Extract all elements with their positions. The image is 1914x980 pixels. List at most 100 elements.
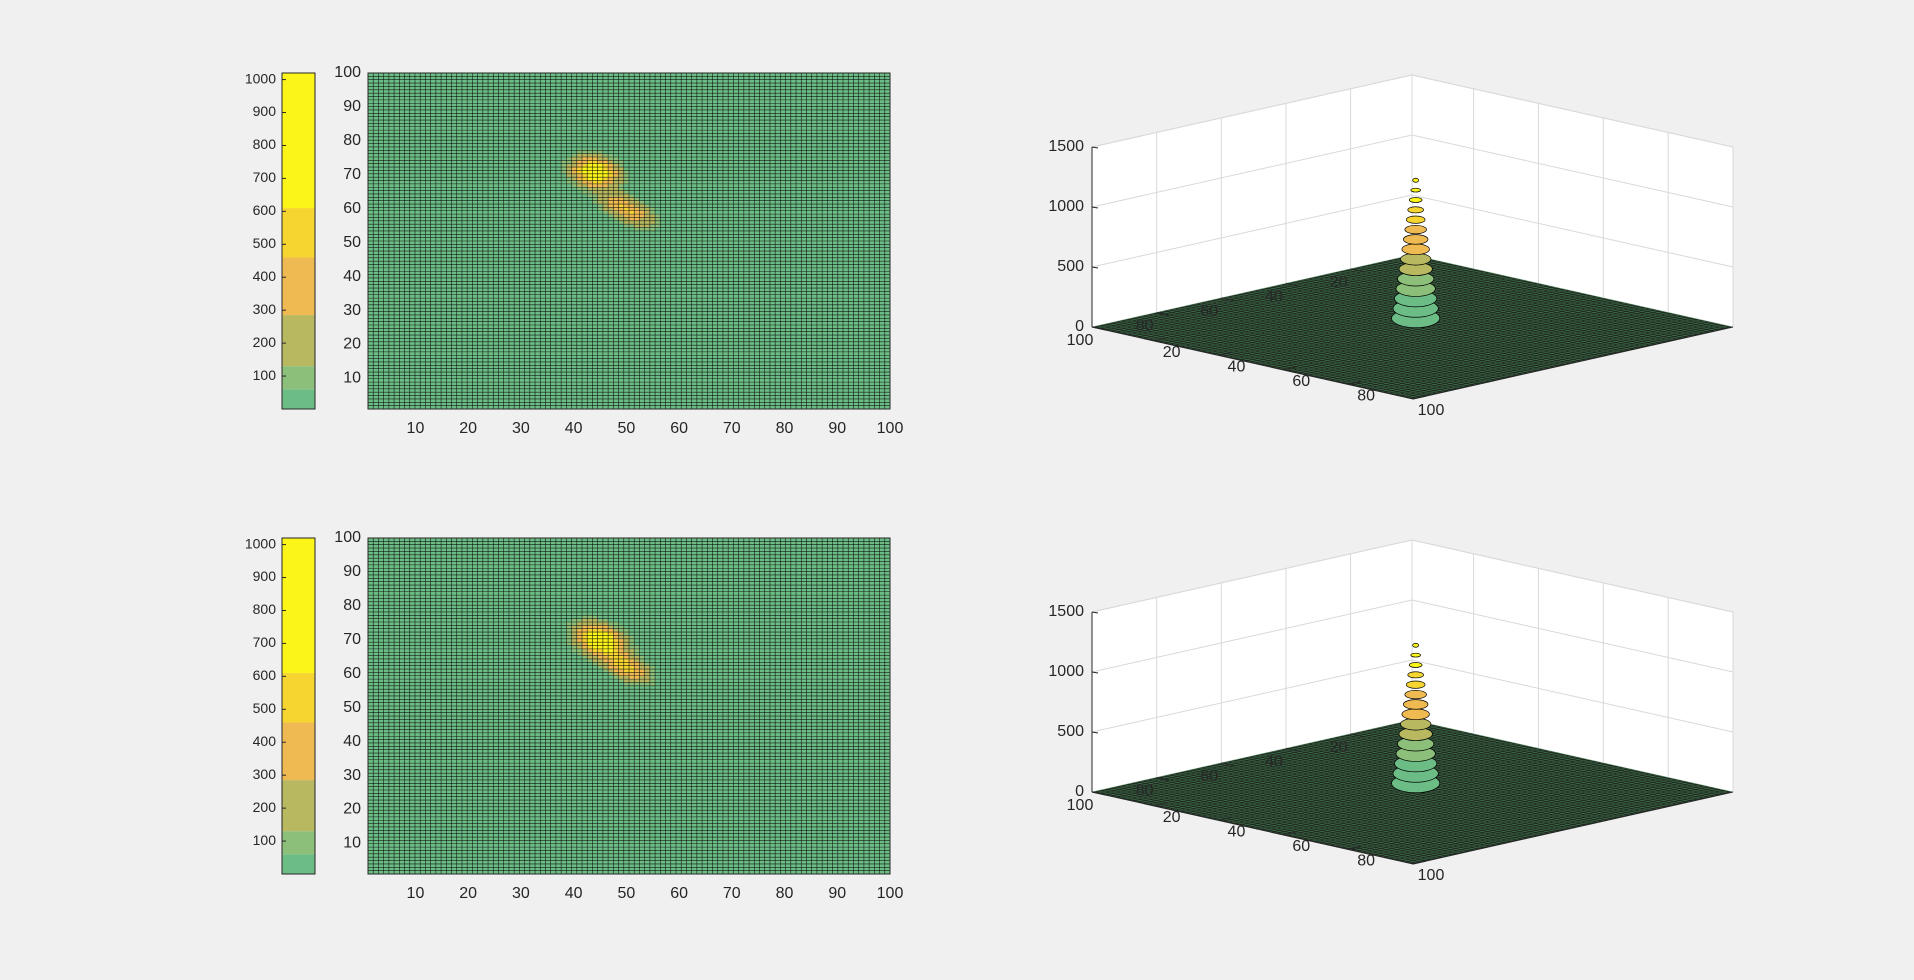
heatmap-cell — [535, 267, 541, 272]
heatmap-cell — [702, 345, 708, 349]
heatmap-cell — [722, 331, 729, 336]
heatmap-cell — [769, 378, 776, 383]
heatmap-cell — [540, 368, 546, 373]
heatmap-cell — [717, 311, 723, 315]
heatmap-cell — [790, 398, 797, 403]
heatmap-cell — [702, 284, 708, 289]
heatmap-cell — [399, 361, 405, 366]
heatmap-cell — [425, 328, 431, 332]
heatmap-cell — [702, 274, 708, 278]
heatmap-cell — [451, 274, 457, 278]
heatmap-cell — [749, 288, 755, 292]
heatmap-cell — [482, 298, 489, 302]
heatmap-cell — [503, 378, 509, 383]
heatmap-cell — [519, 375, 525, 379]
heatmap-cell — [430, 244, 436, 248]
heatmap-cell — [488, 385, 494, 389]
heatmap-cell — [686, 358, 692, 362]
heatmap-cell — [827, 277, 833, 282]
heatmap-cell — [493, 365, 499, 369]
heatmap-cell — [394, 358, 400, 362]
heatmap-cell — [827, 375, 833, 379]
heatmap-cell — [816, 304, 823, 309]
heatmap-cell — [707, 335, 713, 339]
heatmap-cell — [456, 331, 462, 336]
heatmap-cell — [660, 321, 666, 325]
heatmap-cell — [602, 314, 609, 319]
heatmap-cell — [644, 284, 650, 289]
heatmap-cell — [858, 274, 864, 278]
heatmap-cell — [681, 308, 687, 312]
heatmap-cell — [409, 288, 415, 292]
heatmap-cell — [660, 368, 666, 373]
heatmap-cell — [790, 388, 797, 393]
heatmap-cell — [811, 348, 817, 352]
heatmap-cell — [629, 291, 635, 295]
heatmap-cell — [456, 335, 462, 339]
heatmap-cell — [660, 314, 666, 319]
heatmap-cell — [717, 388, 723, 393]
heatmap-cell — [441, 345, 447, 349]
heatmap-cell — [430, 405, 436, 409]
heatmap-cell — [592, 244, 598, 248]
heatmap-cell — [717, 304, 723, 309]
heatmap-cell — [733, 271, 739, 275]
heatmap-cell — [869, 331, 875, 336]
heatmap-cell — [493, 335, 499, 339]
heatmap-cell — [456, 247, 462, 252]
heatmap-cell — [482, 267, 489, 272]
heatmap-cell — [634, 288, 640, 292]
heatmap-cell — [644, 254, 650, 258]
heatmap-cell — [759, 284, 765, 289]
heatmap-cell — [754, 358, 760, 362]
heatmap-cell — [848, 378, 854, 383]
heatmap-cell — [858, 264, 864, 268]
heatmap-cell — [629, 351, 635, 356]
heatmap-cell — [691, 241, 697, 245]
heatmap-cell — [488, 321, 494, 325]
heatmap-cell — [540, 264, 546, 268]
heatmap-cell — [550, 392, 556, 396]
heatmap-cell — [707, 244, 713, 248]
heatmap-cell — [681, 331, 687, 336]
heatmap-cell — [801, 274, 807, 278]
heatmap-cell — [769, 402, 776, 406]
heatmap-cell — [660, 244, 666, 248]
heatmap-cell — [467, 271, 473, 275]
heatmap-cell — [373, 368, 379, 373]
heatmap-cell — [441, 254, 447, 258]
heatmap-cell — [582, 402, 588, 406]
heatmap-cell — [592, 368, 598, 373]
heatmap-cell — [649, 355, 656, 359]
heatmap-cell — [524, 375, 530, 379]
heatmap-cell — [414, 328, 421, 332]
heatmap-cell — [535, 277, 541, 282]
heatmap-cell — [749, 378, 755, 383]
heatmap-cell — [848, 244, 854, 248]
heatmap-cell — [535, 378, 541, 383]
heatmap-cell — [414, 241, 421, 245]
heatmap-cell — [764, 251, 770, 255]
heatmap-cell — [629, 325, 635, 329]
heatmap-cell — [540, 335, 546, 339]
heatmap-cell — [848, 325, 854, 329]
heatmap-cell — [414, 392, 421, 396]
heatmap-cell — [435, 294, 442, 299]
heatmap-cell — [524, 365, 530, 369]
heatmap-cell — [660, 341, 666, 346]
heatmap-cell — [446, 308, 452, 312]
heatmap-cell — [435, 341, 442, 346]
heatmap-cell — [712, 304, 718, 309]
heatmap-cell — [535, 361, 541, 366]
heatmap-cell — [493, 274, 499, 278]
heatmap-cell — [738, 392, 744, 396]
heatmap-cell — [790, 311, 797, 315]
heatmap-cell — [743, 341, 750, 346]
heatmap-cell — [566, 254, 572, 258]
heatmap-cell — [785, 251, 791, 255]
heatmap-cell — [461, 261, 468, 265]
heatmap-cell — [696, 298, 703, 302]
heatmap-cell — [508, 301, 515, 305]
heatmap-cell — [451, 392, 457, 396]
heatmap-cell — [874, 304, 880, 309]
